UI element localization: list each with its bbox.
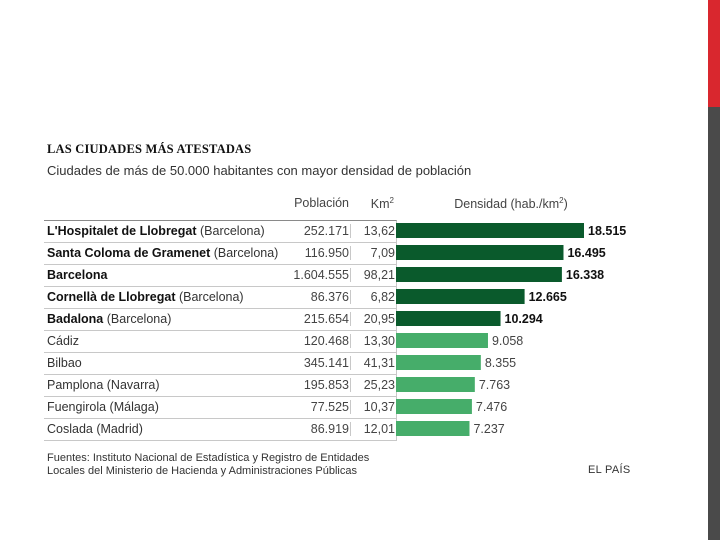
poblacion-value: 195.853 bbox=[303, 378, 349, 392]
table-row: Coslada (Madrid) 86.919 12,01 bbox=[44, 419, 397, 441]
city-name: Bilbao bbox=[47, 356, 82, 370]
density-value-label: 7.476 bbox=[476, 400, 507, 414]
density-value-label: 18.515 bbox=[588, 224, 626, 238]
chart-title: LAS CIUDADES MÁS ATESTADAS bbox=[47, 142, 252, 156]
poblacion-value: 86.919 bbox=[310, 422, 349, 436]
table-row: Barcelona 1.604.555 98,21 bbox=[44, 265, 397, 287]
table-row: Fuengirola (Málaga) 77.525 10,37 bbox=[44, 397, 397, 419]
accent-strip-red bbox=[708, 0, 720, 107]
city-name: L'Hospitalet de Llobregat (Barcelona) bbox=[47, 224, 265, 238]
table-row: L'Hospitalet de Llobregat (Barcelona) 25… bbox=[44, 221, 397, 243]
density-bar bbox=[396, 377, 475, 392]
city-name: Cornellà de Llobregat (Barcelona) bbox=[47, 290, 244, 304]
density-value-label: 7.237 bbox=[473, 422, 504, 436]
city-name: Santa Coloma de Gramenet (Barcelona) bbox=[47, 246, 279, 260]
km2-value: 25,23 bbox=[350, 378, 395, 392]
density-value-label: 16.495 bbox=[567, 246, 605, 260]
density-bar-chart: 18.515 16.495 16.338 12.665 10.294 9.058 8.355… bbox=[396, 223, 626, 436]
km2-value: 12,01 bbox=[350, 422, 395, 436]
table-row: Badalona (Barcelona) 215.654 20,95 bbox=[44, 309, 397, 331]
density-bar bbox=[396, 267, 562, 282]
km2-value: 98,21 bbox=[350, 268, 395, 282]
table-row: Santa Coloma de Gramenet (Barcelona) 116… bbox=[44, 243, 397, 265]
table-row: Cornellà de Llobregat (Barcelona) 86.376… bbox=[44, 287, 397, 309]
brand-logo: EL PAÍS bbox=[588, 464, 631, 476]
density-bar bbox=[396, 421, 470, 436]
chart-subtitle: Ciudades de más de 50.000 habitantes con… bbox=[47, 163, 472, 178]
density-value-label: 8.355 bbox=[485, 356, 516, 370]
accent-strip-dark bbox=[708, 107, 720, 540]
poblacion-value: 86.376 bbox=[310, 290, 349, 304]
city-name: Fuengirola (Málaga) bbox=[47, 400, 159, 414]
poblacion-value: 120.468 bbox=[303, 334, 349, 348]
table-row: Pamplona (Navarra) 195.853 25,23 bbox=[44, 375, 397, 397]
header-densidad: Densidad (hab./km2) bbox=[454, 196, 568, 212]
density-bar bbox=[396, 355, 481, 370]
km2-value: 7,09 bbox=[350, 246, 395, 260]
km2-value: 13,62 bbox=[350, 224, 395, 238]
density-bar bbox=[396, 245, 564, 260]
density-value-label: 7.763 bbox=[479, 378, 510, 392]
density-value-label: 16.338 bbox=[566, 268, 604, 282]
density-bar bbox=[396, 333, 488, 348]
city-name: Barcelona bbox=[47, 268, 108, 282]
density-bar bbox=[396, 223, 584, 238]
poblacion-value: 252.171 bbox=[303, 224, 349, 238]
poblacion-value: 345.141 bbox=[303, 356, 349, 370]
density-bar bbox=[396, 399, 472, 414]
sources-note: Fuentes: Instituto Nacional de Estadísti… bbox=[47, 452, 370, 477]
km2-value: 20,95 bbox=[350, 312, 395, 326]
density-value-label: 10.294 bbox=[505, 312, 543, 326]
poblacion-value: 77.525 bbox=[310, 400, 349, 414]
km2-value: 6,82 bbox=[350, 290, 395, 304]
table-row: Cádiz 120.468 13,30 bbox=[44, 331, 397, 353]
density-bar bbox=[396, 289, 525, 304]
city-name: Pamplona (Navarra) bbox=[47, 378, 160, 392]
city-name: Badalona (Barcelona) bbox=[47, 312, 172, 326]
city-name: Coslada (Madrid) bbox=[47, 422, 143, 436]
poblacion-value: 215.654 bbox=[303, 312, 349, 326]
density-bar bbox=[396, 311, 501, 326]
km2-value: 10,37 bbox=[350, 400, 395, 414]
km2-value: 13,30 bbox=[350, 334, 395, 348]
data-table: L'Hospitalet de Llobregat (Barcelona) 25… bbox=[44, 220, 397, 441]
poblacion-value: 1.604.555 bbox=[293, 268, 349, 282]
density-value-label: 9.058 bbox=[492, 334, 523, 348]
city-name: Cádiz bbox=[47, 334, 79, 348]
table-row: Bilbao 345.141 41,31 bbox=[44, 353, 397, 375]
header-km2: Km2 bbox=[370, 196, 394, 212]
density-value-label: 12.665 bbox=[529, 290, 567, 304]
poblacion-value: 116.950 bbox=[304, 246, 349, 260]
km2-value: 41,31 bbox=[350, 356, 395, 370]
header-poblacion: Población bbox=[294, 196, 349, 210]
